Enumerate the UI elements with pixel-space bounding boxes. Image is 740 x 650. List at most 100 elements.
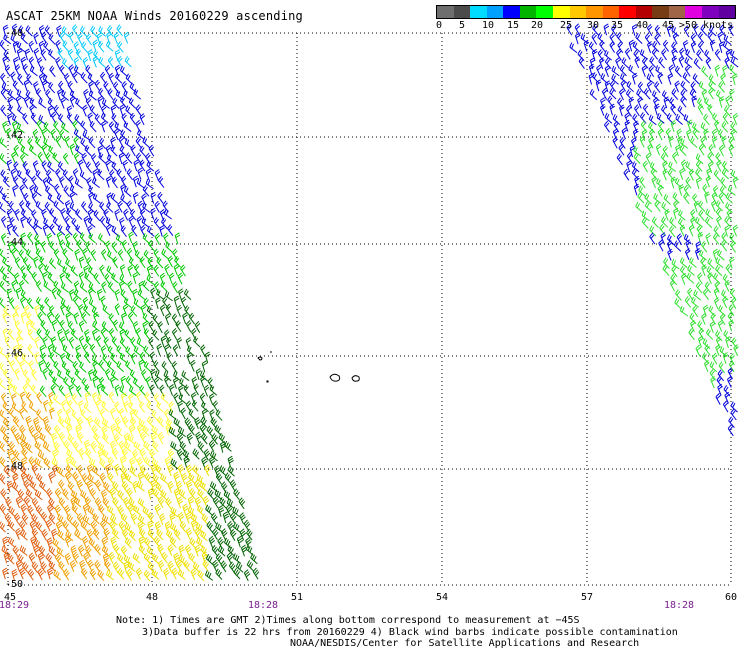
wind-barb [40,511,48,524]
wind-barb [82,296,89,309]
wind-barb [45,185,53,197]
wind-barb [17,73,24,86]
wind-barb [176,304,182,317]
wind-barb [145,178,154,190]
wind-barb [31,192,38,205]
wind-barb [152,329,160,341]
wind-barb [578,57,585,69]
wind-barb [730,56,739,68]
wind-barb [0,39,7,52]
wind-barb [687,287,693,300]
wind-barb [98,87,105,100]
wind-barb [40,240,47,253]
wind-barb [118,321,127,333]
wind-barb [679,167,685,180]
wind-barb [79,281,88,293]
wind-barb [211,528,219,540]
wind-barb [127,264,134,277]
wind-barb [0,297,6,309]
wind-barb [94,113,102,126]
wind-barb [105,40,114,52]
wind-barb [74,178,83,189]
wind-barb [135,567,143,580]
wind-barb [74,529,82,541]
wind-barb [120,129,128,141]
wind-barb [63,568,70,581]
wind-barb [634,56,640,69]
colorbar-segment [602,6,620,18]
wind-barb [124,56,132,68]
wind-barb [125,105,133,117]
wind-barb [240,544,248,557]
colorbar-segment [668,6,686,18]
wind-barb [36,119,43,132]
wind-barb [20,145,29,157]
wind-barb [663,193,672,205]
wind-barb [628,64,637,76]
wind-barb [623,168,630,181]
wind-barb [186,352,193,365]
wind-barb [128,231,134,244]
wind-barb [62,248,69,260]
wind-barb [41,160,48,173]
wind-barb [120,194,129,205]
wind-barb [116,553,125,565]
wind-barb [56,193,65,205]
wind-barb [119,65,128,77]
wind-barb [2,401,10,413]
wind-barb [8,200,16,213]
wind-barb [109,376,116,389]
wind-barb [10,34,19,45]
wind-barb [669,216,677,229]
wind-barb [208,393,215,406]
wind-barb [62,57,70,70]
wind-barb [36,280,42,293]
lat-label-50: -50 [5,579,24,590]
wind-barb [20,216,26,228]
wind-barb [717,31,723,44]
wind-barb [153,217,161,229]
wind-barb [85,241,91,253]
wind-barb [120,512,129,525]
wind-barb [150,191,157,204]
wind-barb [121,112,127,125]
wind-barb [92,39,99,52]
wind-barb [48,305,55,318]
wind-barb [142,312,150,324]
wind-barb [32,223,39,236]
wind-barb [132,449,139,462]
wind-barb [146,265,153,277]
wind-barb [40,319,47,332]
wind-barb [67,433,75,446]
wind-barb [60,96,66,109]
wind-barb [101,432,110,445]
wind-barb [60,336,66,349]
wind-barb [111,272,119,284]
wind-barb [101,320,109,333]
wind-barb [0,153,7,165]
wind-barb [25,25,33,37]
wind-barb [62,40,70,52]
time-label-middle: 18:28 [247,600,279,611]
wind-barb [19,391,26,404]
wind-barb [73,136,79,148]
wind-barb [193,479,201,492]
wind-barb [120,225,127,238]
wind-barb [588,63,595,76]
wind-barb [87,49,94,62]
wind-barb [129,208,137,221]
wind-barb [63,440,71,452]
wind-barb [64,552,72,565]
wind-barb [193,383,199,396]
wind-barb [190,359,196,372]
wind-barb [116,168,123,181]
footnote-2: 3)Data buffer is 22 hrs from 20160229 4)… [142,627,678,638]
wind-barb [217,545,226,557]
colorbar-segment [569,6,587,18]
wind-barb [117,567,125,580]
wind-barb [148,337,154,350]
wind-barb [27,343,34,356]
wind-barb [59,176,65,189]
wind-barb [3,49,11,62]
wind-barb [103,336,110,349]
